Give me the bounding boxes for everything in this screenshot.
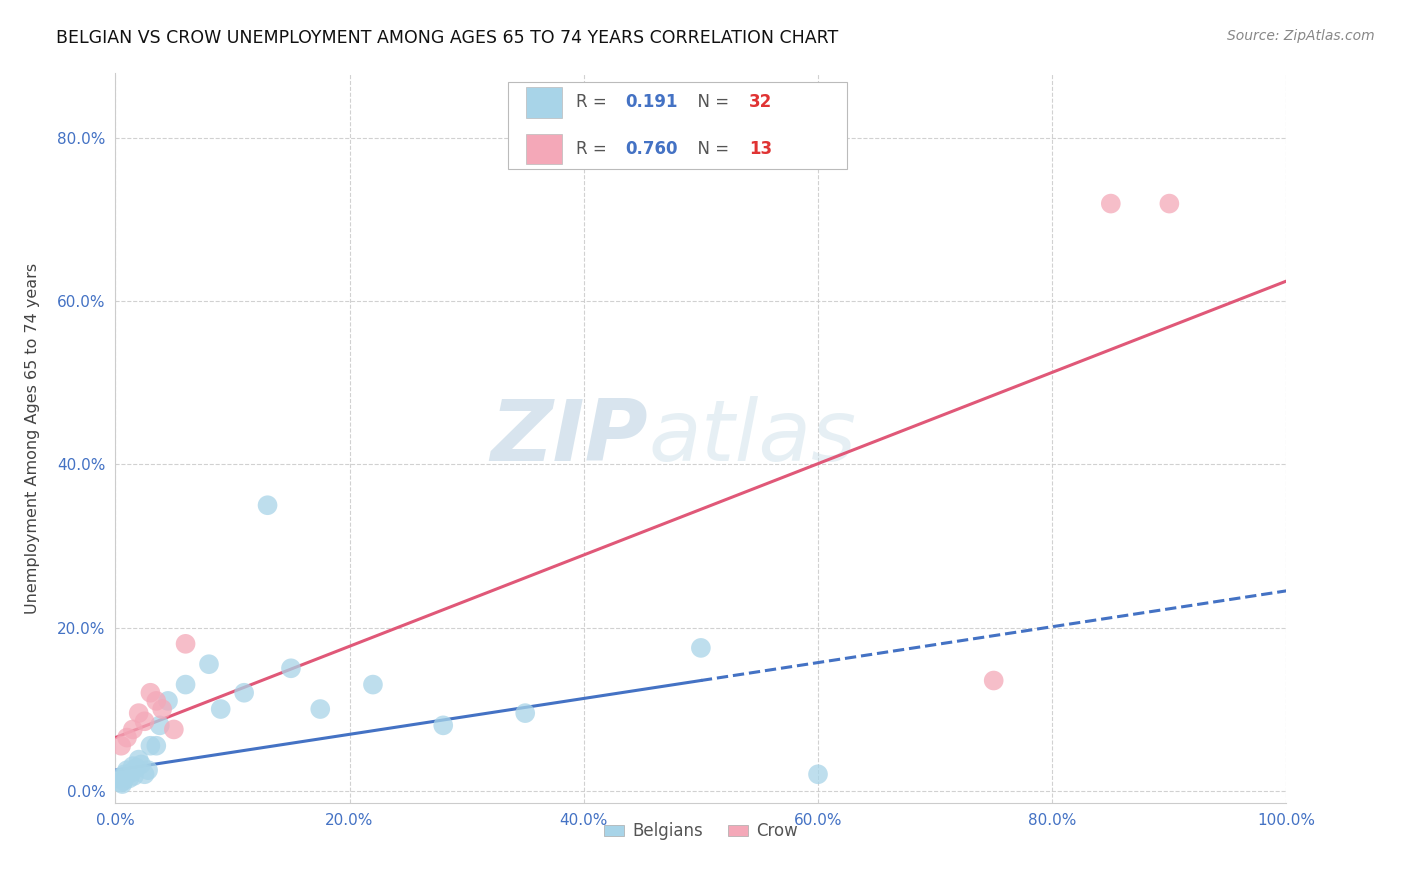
Point: [134, 714, 156, 729]
Point: [361, 677, 384, 691]
Text: 0.191: 0.191: [624, 94, 678, 112]
Point: [121, 723, 143, 737]
Point: [1099, 196, 1122, 211]
Point: [136, 763, 159, 777]
Point: [114, 769, 136, 783]
Point: [145, 739, 167, 753]
Point: [233, 686, 256, 700]
Point: [129, 757, 152, 772]
Point: [690, 640, 713, 655]
Point: [139, 686, 162, 700]
Text: R =: R =: [575, 140, 612, 158]
Point: [112, 773, 135, 788]
Text: N =: N =: [688, 94, 734, 112]
Point: [174, 677, 197, 691]
FancyBboxPatch shape: [526, 134, 561, 164]
Point: [156, 694, 179, 708]
Point: [256, 498, 278, 512]
Point: [121, 765, 143, 780]
Point: [174, 637, 197, 651]
Point: [110, 775, 132, 789]
Text: Source: ZipAtlas.com: Source: ZipAtlas.com: [1227, 29, 1375, 43]
Point: [209, 702, 232, 716]
Point: [807, 767, 830, 781]
Text: 32: 32: [749, 94, 772, 112]
Point: [107, 772, 129, 786]
Point: [118, 772, 141, 786]
Point: [145, 694, 167, 708]
Point: [122, 769, 145, 783]
Text: BELGIAN VS CROW UNEMPLOYMENT AMONG AGES 65 TO 74 YEARS CORRELATION CHART: BELGIAN VS CROW UNEMPLOYMENT AMONG AGES …: [56, 29, 838, 46]
Point: [983, 673, 1005, 688]
Point: [139, 739, 162, 753]
Point: [115, 731, 138, 745]
Point: [149, 718, 172, 732]
Text: N =: N =: [688, 140, 734, 158]
Point: [150, 702, 173, 716]
Text: 0.760: 0.760: [624, 140, 678, 158]
Point: [128, 706, 150, 720]
Text: atlas: atlas: [648, 396, 856, 480]
Point: [198, 657, 221, 672]
Point: [515, 706, 537, 720]
Text: 13: 13: [749, 140, 772, 158]
Point: [1159, 196, 1181, 211]
Point: [121, 759, 143, 773]
Point: [163, 723, 186, 737]
Point: [125, 761, 148, 775]
Y-axis label: Unemployment Among Ages 65 to 74 years: Unemployment Among Ages 65 to 74 years: [25, 262, 41, 614]
Text: R =: R =: [575, 94, 612, 112]
FancyBboxPatch shape: [508, 82, 848, 169]
Text: ZIP: ZIP: [491, 396, 648, 480]
Point: [128, 753, 150, 767]
Point: [111, 777, 134, 791]
Point: [280, 661, 302, 675]
Point: [114, 767, 136, 781]
Point: [115, 763, 138, 777]
Point: [110, 739, 132, 753]
Point: [134, 767, 156, 781]
Legend: Belgians, Crow: Belgians, Crow: [598, 815, 804, 847]
FancyBboxPatch shape: [526, 87, 561, 118]
Point: [309, 702, 332, 716]
Point: [432, 718, 454, 732]
